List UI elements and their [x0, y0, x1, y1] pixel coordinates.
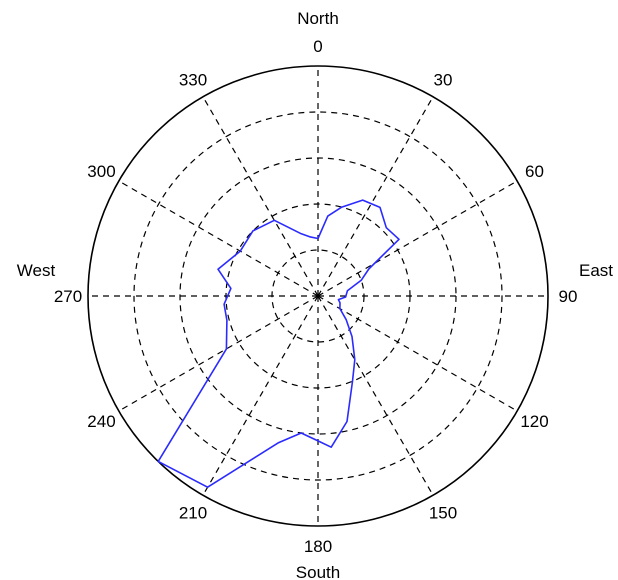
spoke-30 [317, 96, 434, 297]
east-label: East [579, 261, 613, 280]
angle-tick-label-0: 0 [313, 37, 322, 56]
angle-tick-label-120: 120 [520, 412, 548, 431]
angle-tick-label-300: 300 [87, 162, 115, 181]
angle-tick-label-90: 90 [559, 287, 578, 306]
spoke-300 [118, 180, 319, 297]
spoke-60 [317, 180, 518, 297]
angle-tick-label-210: 210 [179, 504, 207, 523]
spoke-240 [118, 295, 319, 412]
angle-tick-label-240: 240 [87, 412, 115, 431]
polar-grid [88, 66, 548, 526]
series-layer [157, 199, 400, 489]
spoke-120 [317, 295, 518, 412]
west-label: West [17, 261, 56, 280]
angle-labels: 0 30 60 90 120 150 180 210 240 270 300 330 [54, 37, 578, 556]
south-label: South [296, 563, 340, 580]
polar-outer-circle [87, 65, 549, 527]
series-line-1 [157, 199, 400, 489]
north-label: North [297, 9, 339, 28]
angle-tick-label-60: 60 [525, 162, 544, 181]
angle-tick-label-330: 330 [179, 70, 207, 89]
angle-tick-label-180: 180 [304, 537, 332, 556]
spoke-150 [317, 295, 434, 496]
angle-tick-label-150: 150 [429, 504, 457, 523]
grid-ring-4 [133, 111, 503, 481]
angle-tick-label-270: 270 [54, 287, 82, 306]
spoke-210 [202, 295, 319, 496]
angle-tick-label-30: 30 [434, 70, 453, 89]
spoke-330 [202, 96, 319, 297]
